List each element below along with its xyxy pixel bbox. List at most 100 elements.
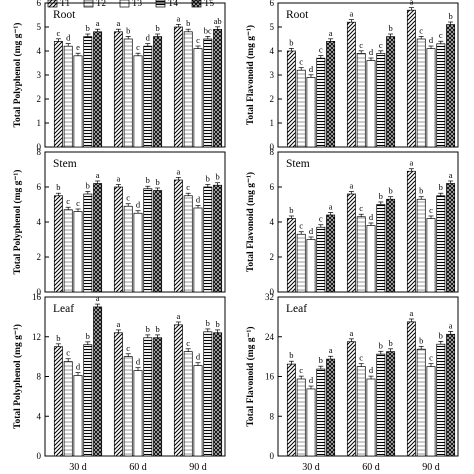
significance-label: a [96, 293, 100, 303]
bar [63, 361, 73, 457]
x-tick-label: 60 d [129, 462, 147, 473]
significance-label: d [429, 35, 434, 45]
significance-label: a [96, 170, 100, 180]
significance-label: c [419, 25, 423, 35]
bar [183, 31, 193, 148]
significance-label: c [66, 348, 70, 358]
significance-label: a [350, 9, 354, 19]
significance-label: b [448, 11, 452, 21]
significance-label: b [289, 350, 293, 360]
significance-label: c [429, 353, 433, 363]
significance-label: b [379, 191, 383, 201]
y-tick-label: 2 [270, 252, 275, 262]
bar [406, 9, 416, 148]
significance-label: b [56, 333, 60, 343]
significance-label: a [117, 18, 121, 28]
bar [113, 186, 123, 293]
y-tick-label: 0 [37, 142, 42, 152]
bar [113, 31, 123, 148]
x-tick-label: 90 d [189, 462, 207, 473]
significance-label: b [146, 324, 150, 334]
bar [73, 55, 83, 148]
significance-label: a [177, 13, 181, 23]
y-tick-label: 0 [270, 451, 275, 461]
y-tick-label: 1 [270, 118, 275, 128]
significance-label: c [186, 182, 190, 192]
significance-label: d [309, 64, 314, 74]
bar [286, 363, 296, 457]
bar [426, 366, 436, 457]
panel-title: Root [53, 9, 76, 21]
y-tick-label: 6 [37, 182, 42, 192]
significance-label: c [196, 35, 200, 45]
significance-label: c [126, 343, 130, 353]
bar [296, 233, 306, 293]
y-tick-label: 6 [270, 0, 275, 8]
y-tick-label: 8 [37, 147, 42, 157]
bar [436, 43, 446, 148]
significance-label: b [155, 324, 159, 334]
y-tick-label: 4 [37, 217, 42, 227]
significance-label: b [86, 331, 90, 341]
panel-title: Stem [286, 158, 310, 170]
y-axis-label: Total Polyphenol (mg g⁻¹) [12, 23, 23, 128]
bar [446, 183, 456, 293]
bar [173, 324, 183, 457]
y-tick-label: 4 [270, 217, 275, 227]
y-axis-label: Total Flavonoid (mg g⁻¹) [245, 25, 256, 125]
significance-label: c [299, 57, 303, 67]
significance-label: bc [204, 25, 212, 35]
bar [93, 306, 103, 457]
significance-label: a [177, 166, 181, 176]
significance-label: b [419, 335, 423, 345]
bar [326, 358, 336, 457]
bar [183, 195, 193, 293]
bar [376, 53, 386, 148]
significance-label: b [388, 23, 392, 33]
bar [376, 353, 386, 457]
y-tick-label: 4 [37, 411, 42, 421]
bar [133, 212, 143, 293]
y-axis-label: Total Polyphenol (mg g⁻¹) [12, 170, 23, 275]
significance-label: c [299, 221, 303, 231]
bar [286, 218, 296, 293]
bar [63, 209, 73, 293]
bar [346, 21, 356, 148]
y-axis-label: Total Flavonoid (mg g⁻¹) [245, 326, 256, 426]
significance-label: b [206, 318, 210, 328]
significance-label: d [309, 226, 314, 236]
bar [53, 346, 63, 457]
y-tick-label: 0 [270, 287, 275, 297]
y-tick-label: 2 [37, 252, 42, 262]
significance-label: b [155, 177, 159, 187]
y-axis-label: Total Polyphenol (mg g⁻¹) [12, 324, 23, 429]
significance-label: b [155, 23, 159, 33]
significance-label: b [206, 173, 210, 183]
significance-label: d [196, 352, 201, 362]
bar [316, 226, 326, 293]
significance-label: c [319, 214, 323, 224]
bar [183, 351, 193, 457]
y-tick-label: 1 [37, 118, 42, 128]
bar [83, 36, 93, 148]
significance-label: c [359, 203, 363, 213]
y-tick-label: 24 [265, 332, 275, 342]
significance-label: a [117, 173, 121, 183]
legend-label: T3 [132, 0, 142, 8]
y-tick-label: 6 [270, 182, 275, 192]
y-tick-label: 4 [270, 46, 275, 56]
y-tick-label: 2 [270, 94, 275, 104]
bar [436, 195, 446, 293]
significance-label: e [76, 42, 80, 52]
significance-label: c [186, 338, 190, 348]
significance-label: a [350, 180, 354, 190]
panel-title: Leaf [53, 303, 74, 315]
significance-label: d [136, 200, 141, 210]
significance-label: c [57, 28, 61, 38]
bar [123, 205, 133, 293]
bar [376, 204, 386, 293]
